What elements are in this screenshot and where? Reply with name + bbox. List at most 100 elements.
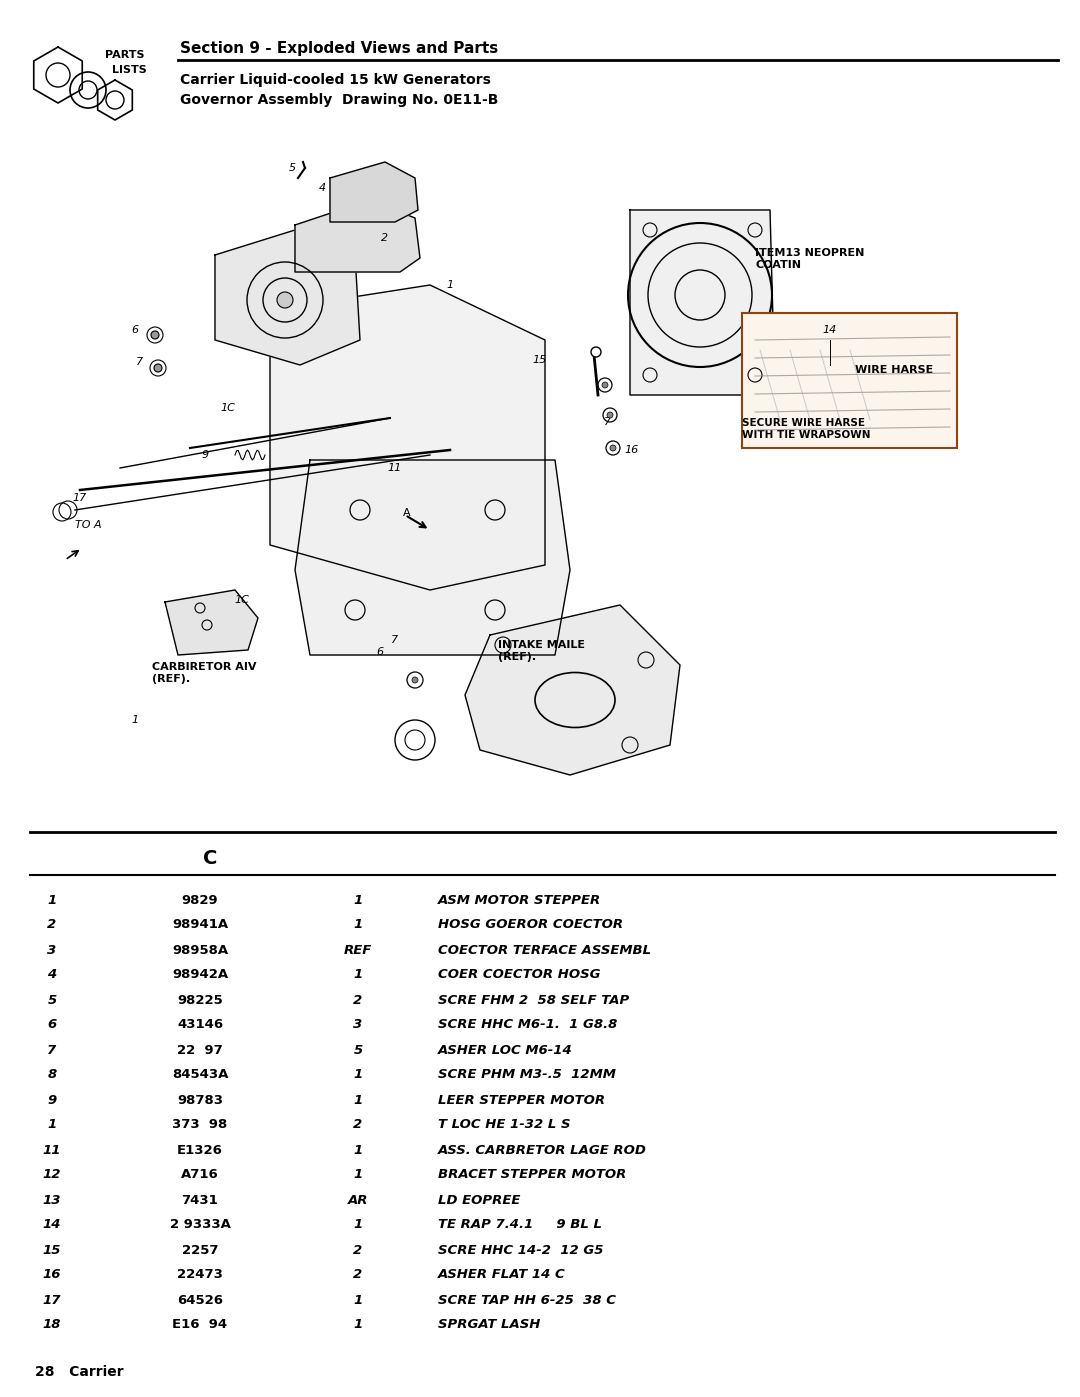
Text: INTAKE MAILE
(REF).: INTAKE MAILE (REF). [498, 640, 585, 662]
Text: 9: 9 [48, 1094, 56, 1106]
Text: REF: REF [343, 943, 373, 957]
Text: Section 9 - Exploded Views and Parts: Section 9 - Exploded Views and Parts [180, 41, 498, 56]
Text: E16  94: E16 94 [173, 1319, 228, 1331]
Text: 1: 1 [48, 894, 56, 907]
Text: 7: 7 [48, 1044, 56, 1056]
Text: 2: 2 [381, 233, 389, 243]
Text: 43146: 43146 [177, 1018, 224, 1031]
Text: SCRE PHM M3-.5  12MM: SCRE PHM M3-.5 12MM [438, 1069, 616, 1081]
Polygon shape [295, 200, 420, 272]
Text: 1: 1 [353, 1168, 363, 1182]
Text: 98942A: 98942A [172, 968, 228, 982]
Text: 4: 4 [48, 968, 56, 982]
Text: 18: 18 [43, 1319, 62, 1331]
Text: HOSG GOEROR COECTOR: HOSG GOEROR COECTOR [438, 918, 623, 932]
Text: SECURE WIRE HARSE
WITH TIE WRAPSOWN: SECURE WIRE HARSE WITH TIE WRAPSOWN [742, 418, 870, 440]
Text: BRACET STEPPER MOTOR: BRACET STEPPER MOTOR [438, 1168, 626, 1182]
Text: T LOC HE 1-32 L S: T LOC HE 1-32 L S [438, 1119, 570, 1132]
Text: 2: 2 [353, 1243, 363, 1256]
Polygon shape [270, 285, 545, 590]
Text: 1: 1 [48, 1119, 56, 1132]
Polygon shape [215, 231, 360, 365]
Text: 9829: 9829 [181, 894, 218, 907]
Text: 1C: 1C [220, 402, 235, 414]
Text: SCRE FHM 2  58 SELF TAP: SCRE FHM 2 58 SELF TAP [438, 993, 630, 1006]
Text: 1: 1 [353, 1069, 363, 1081]
Text: WIRE HARSE: WIRE HARSE [855, 365, 933, 374]
Polygon shape [165, 590, 258, 655]
Text: COECTOR TERFACE ASSEMBL: COECTOR TERFACE ASSEMBL [438, 943, 651, 957]
Text: LISTS: LISTS [112, 66, 147, 75]
Text: LEER STEPPER MOTOR: LEER STEPPER MOTOR [438, 1094, 605, 1106]
Text: 4: 4 [319, 183, 325, 193]
Text: 3: 3 [349, 205, 355, 215]
Bar [742, 313, 957, 448]
Text: 5: 5 [288, 163, 296, 173]
Text: 7: 7 [136, 358, 144, 367]
Text: 16: 16 [43, 1268, 62, 1281]
Text: ASM MOTOR STEPPER: ASM MOTOR STEPPER [438, 894, 602, 907]
Text: COER COECTOR HOSG: COER COECTOR HOSG [438, 968, 600, 982]
Text: 1: 1 [353, 1319, 363, 1331]
Text: CARBIRETOR AIV
(REF).: CARBIRETOR AIV (REF). [152, 662, 257, 683]
Text: 98958A: 98958A [172, 943, 228, 957]
Text: 2: 2 [353, 1268, 363, 1281]
Circle shape [602, 381, 608, 388]
Text: A716: A716 [181, 1168, 219, 1182]
Text: C: C [203, 848, 217, 868]
Circle shape [276, 292, 293, 307]
Polygon shape [295, 460, 570, 655]
Text: 2: 2 [48, 918, 56, 932]
Text: 84543A: 84543A [172, 1069, 228, 1081]
Text: ASHER FLAT 14 C: ASHER FLAT 14 C [438, 1268, 566, 1281]
Text: 7: 7 [605, 416, 611, 427]
Text: PARTS: PARTS [105, 50, 145, 60]
Text: 2257: 2257 [181, 1243, 218, 1256]
Text: Carrier Liquid-cooled 15 kW Generators: Carrier Liquid-cooled 15 kW Generators [180, 73, 491, 87]
Text: 1: 1 [132, 715, 138, 725]
Text: SCRE TAP HH 6-25  38 C: SCRE TAP HH 6-25 38 C [438, 1294, 616, 1306]
Circle shape [591, 346, 600, 358]
Text: 2: 2 [353, 993, 363, 1006]
Text: 14: 14 [43, 1218, 62, 1232]
Text: 373  98: 373 98 [173, 1119, 228, 1132]
Text: AR: AR [348, 1193, 368, 1207]
Polygon shape [465, 605, 680, 775]
Text: 1: 1 [353, 894, 363, 907]
Text: SCRE HHC 14-2  12 G5: SCRE HHC 14-2 12 G5 [438, 1243, 604, 1256]
Text: 15: 15 [43, 1243, 62, 1256]
Text: 9: 9 [202, 450, 208, 460]
Text: 22473: 22473 [177, 1268, 222, 1281]
Polygon shape [330, 162, 418, 222]
Text: 2: 2 [353, 1119, 363, 1132]
Text: 1: 1 [446, 279, 454, 291]
Text: 12: 12 [43, 1168, 62, 1182]
Text: 2 9333A: 2 9333A [170, 1218, 230, 1232]
Text: 98225: 98225 [177, 993, 222, 1006]
Circle shape [411, 678, 418, 683]
Text: 28   Carrier: 28 Carrier [35, 1365, 123, 1379]
Text: 1C: 1C [234, 595, 249, 605]
Text: ASHER LOC M6-14: ASHER LOC M6-14 [438, 1044, 572, 1056]
Circle shape [607, 412, 613, 418]
Text: 5: 5 [353, 1044, 363, 1056]
Text: 11: 11 [43, 1144, 62, 1157]
Text: 3: 3 [353, 1018, 363, 1031]
Text: 22  97: 22 97 [177, 1044, 222, 1056]
Text: 6: 6 [132, 326, 138, 335]
Text: 7: 7 [391, 636, 399, 645]
Text: TO A: TO A [75, 520, 102, 529]
Text: ASS. CARBRETOR LAGE ROD: ASS. CARBRETOR LAGE ROD [438, 1144, 647, 1157]
Text: SPRGAT LASH: SPRGAT LASH [438, 1319, 540, 1331]
Text: 17: 17 [43, 1294, 62, 1306]
Circle shape [154, 365, 162, 372]
Text: LD EOPREE: LD EOPREE [438, 1193, 521, 1207]
Text: 14: 14 [823, 326, 837, 335]
Text: 1: 1 [353, 1294, 363, 1306]
Text: 1: 1 [353, 918, 363, 932]
Text: 1: 1 [353, 1218, 363, 1232]
Text: 64526: 64526 [177, 1294, 222, 1306]
Text: 8: 8 [48, 1069, 56, 1081]
Text: 6: 6 [48, 1018, 56, 1031]
Text: TE RAP 7.4.1     9 BL L: TE RAP 7.4.1 9 BL L [438, 1218, 602, 1232]
